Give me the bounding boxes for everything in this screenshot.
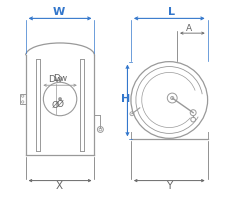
Text: A: A bbox=[186, 24, 192, 33]
Bar bbox=[20, 94, 26, 104]
Text: Ø: Ø bbox=[52, 100, 59, 109]
Text: L: L bbox=[168, 8, 175, 17]
Text: X: X bbox=[55, 181, 62, 190]
Text: H: H bbox=[121, 94, 130, 104]
Text: Ø: Ø bbox=[57, 99, 64, 109]
Text: Dw: Dw bbox=[48, 75, 62, 84]
Text: W: W bbox=[53, 8, 65, 17]
Circle shape bbox=[59, 98, 61, 100]
Text: Y: Y bbox=[166, 181, 172, 190]
Text: Dw: Dw bbox=[53, 74, 67, 83]
